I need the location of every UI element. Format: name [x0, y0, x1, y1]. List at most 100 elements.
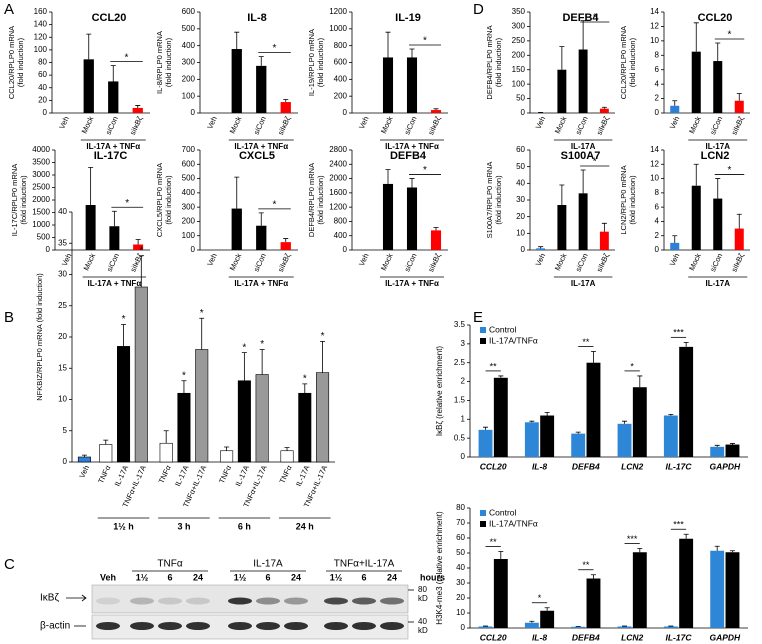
significance: * — [125, 52, 129, 63]
y-tick-label: 0 — [43, 108, 48, 117]
group-label: IL-17A + TNFα — [385, 142, 439, 151]
y-tick-label: 400 — [334, 74, 348, 83]
blot-band — [158, 597, 182, 605]
y-tick-label: 100 — [512, 79, 526, 88]
error-bar — [433, 227, 439, 231]
group-label: IL-17A + TNFα — [86, 142, 140, 151]
lane-label: Veh — [100, 572, 116, 582]
x-tick-label: Mock — [553, 115, 569, 135]
lane-label: 1½ — [136, 572, 149, 582]
y-tick-label: 20 — [456, 593, 465, 602]
bar — [298, 392, 312, 463]
y-axis-label: (fold induction) — [494, 37, 503, 87]
y-tick-label: 40 — [516, 178, 525, 187]
x-tick-label: TNFα — [217, 463, 233, 485]
y-tick-label: 15 — [58, 363, 67, 372]
legend-label: IL-17A/TNFα — [489, 518, 538, 528]
x-tick-label: siIκBζ — [128, 114, 145, 136]
significance: * — [139, 245, 143, 256]
y-tick-label: 100 — [182, 91, 196, 100]
error-bar — [121, 324, 127, 347]
significance: * — [423, 165, 427, 176]
error-bar — [409, 48, 415, 58]
x-tick-label: siCon — [105, 252, 121, 273]
blot-band — [130, 622, 154, 630]
error-bar — [258, 212, 264, 226]
x-tick-label: TNFα — [157, 463, 173, 485]
bar — [109, 226, 120, 250]
error-bar — [590, 351, 596, 363]
y-tick-label: 1500 — [32, 208, 50, 217]
error-bar — [224, 446, 230, 451]
error-bar — [483, 426, 489, 430]
bar — [316, 372, 330, 463]
x-tick-label: TNFα — [277, 463, 293, 485]
bar — [478, 429, 493, 457]
axis — [54, 150, 150, 251]
error-bar — [409, 178, 415, 188]
error-bar — [672, 235, 678, 243]
blot-band — [96, 622, 120, 630]
bar — [540, 610, 555, 628]
y-tick-label: 10 — [456, 608, 465, 617]
y-tick-label: 50 — [516, 162, 525, 171]
y-tick-label: 0 — [343, 108, 348, 117]
error-bar — [683, 533, 689, 539]
y-axis-label: (fold induction) — [164, 175, 173, 225]
y-tick-label: 60 — [38, 70, 47, 79]
y-tick-label: 2 — [655, 231, 660, 240]
error-bar — [135, 105, 141, 108]
bar — [734, 228, 744, 250]
y-tick-label: 80 — [456, 503, 465, 512]
panel-label: B — [4, 309, 14, 326]
x-tick-label: siIκBζ — [276, 251, 293, 273]
panel-label: D — [473, 1, 484, 18]
lane-label: 6 — [265, 572, 270, 582]
x-tick-label: CCL20 — [480, 632, 507, 642]
y-tick-label: 400 — [182, 41, 196, 50]
y-tick-label: 8 — [655, 50, 660, 59]
error-bar — [529, 620, 535, 623]
bar — [617, 423, 632, 457]
bar — [280, 450, 294, 463]
y-tick-label: 3500 — [32, 158, 50, 167]
significance: * — [125, 198, 129, 209]
y-tick-label: 25 — [58, 301, 67, 310]
x-tick-label: Mock — [379, 252, 395, 272]
chart-title: LCN2 — [701, 150, 730, 162]
error-bar — [283, 238, 289, 243]
x-tick-label: Veh — [77, 464, 91, 480]
legend-label: Control — [489, 507, 517, 517]
bar — [133, 244, 144, 250]
chart-title: DEFB4 — [390, 150, 427, 162]
bar — [177, 392, 191, 463]
axis — [529, 12, 615, 114]
bar — [586, 578, 601, 628]
bar — [256, 225, 267, 250]
y-axis-label: IL-17C/RPLP0 mRNA — [10, 164, 19, 237]
error-bar — [559, 46, 565, 70]
y-tick-label: 2500 — [32, 183, 50, 192]
chart-title: IL-8 — [247, 12, 267, 24]
marker-value: 80 — [418, 585, 427, 594]
error-bar — [111, 210, 117, 227]
y-tick-label: 10 — [650, 174, 659, 183]
error-bar — [284, 447, 290, 451]
error-bar — [234, 176, 240, 209]
error-bar — [715, 42, 721, 62]
error-bar — [103, 439, 109, 445]
x-tick-label: GAPDH — [709, 632, 741, 642]
y-tick-label: 30 — [516, 195, 525, 204]
x-tick-label: siCon — [252, 115, 268, 136]
y-axis-label: CXCL5/RPLP0 mRNA — [155, 163, 164, 237]
error-bar — [385, 169, 391, 184]
axis — [351, 12, 448, 114]
bar — [195, 349, 209, 463]
legend-swatch — [480, 521, 486, 527]
error-bar — [729, 550, 735, 553]
x-tick-label: Mock — [379, 115, 395, 135]
x-tick-label: siCon — [252, 252, 268, 273]
error-bar — [259, 349, 265, 375]
error-bar — [637, 375, 643, 388]
x-tick-label: Veh — [60, 252, 74, 268]
